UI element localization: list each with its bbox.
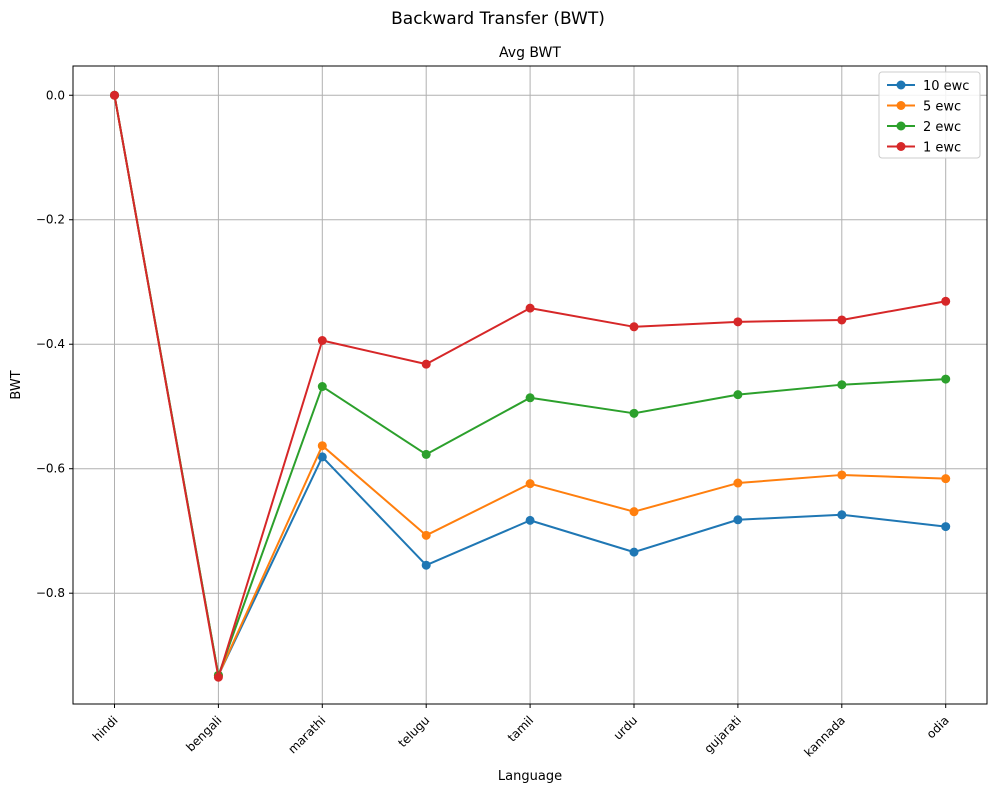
- data-point: [733, 317, 743, 327]
- data-point: [941, 296, 951, 306]
- y-tick-label: −0.2: [36, 213, 65, 227]
- data-point: [525, 515, 535, 525]
- legend-entry: 5 ewc: [887, 100, 961, 115]
- legend-label: 2 ewc: [923, 120, 961, 135]
- y-tick-label: 0.0: [46, 88, 65, 102]
- x-tick-label: kannada: [802, 713, 848, 759]
- y-tick-label: −0.4: [36, 337, 65, 351]
- x-tick-label: telugu: [395, 713, 432, 750]
- data-point: [837, 315, 847, 325]
- legend-label: 5 ewc: [923, 100, 961, 115]
- legend-label: 10 ewc: [923, 79, 969, 94]
- data-point: [110, 90, 119, 100]
- x-tick-label: hindi: [90, 713, 121, 744]
- data-point: [317, 452, 327, 462]
- data-point: [213, 672, 223, 682]
- data-point: [629, 408, 639, 418]
- data-point: [317, 382, 327, 392]
- y-tick-label: −0.6: [36, 462, 65, 476]
- data-point: [629, 547, 639, 557]
- axes-title: Avg BWT: [499, 45, 561, 61]
- grid-lines: [73, 66, 987, 704]
- data-point: [629, 507, 639, 517]
- data-point: [421, 560, 431, 570]
- y-tick-label: −0.8: [36, 586, 65, 600]
- data-point: [941, 374, 951, 384]
- x-ticks: hindi bengali marathi telugu tamil urdu gujara…: [90, 704, 952, 760]
- data-point: [421, 530, 431, 540]
- data-point: [421, 359, 431, 369]
- legend-marker: [896, 101, 906, 110]
- data-point: [837, 470, 847, 480]
- legend-box: [878, 71, 981, 159]
- legend: 10 ewc 5 ewc 2 ewc 1 ewc: [878, 71, 981, 159]
- data-point: [733, 515, 743, 525]
- figure-suptitle: Backward Transfer (BWT): [391, 9, 605, 29]
- x-tick-label: marathi: [285, 713, 328, 756]
- x-tick-label: urdu: [611, 713, 640, 742]
- data-point: [733, 390, 743, 400]
- x-axis-label: Language: [498, 769, 562, 784]
- data-point: [837, 510, 847, 520]
- x-tick-label: odia: [924, 713, 952, 741]
- legend-label: 1 ewc: [923, 141, 961, 156]
- x-tick-label: bengali: [183, 713, 224, 754]
- data-point: [629, 322, 639, 332]
- data-point: [421, 449, 431, 459]
- data-point: [525, 479, 535, 489]
- y-ticks: 0.0 −0.2 −0.4 −0.6 −0.8: [36, 88, 73, 600]
- data-point: [317, 441, 327, 451]
- data-point: [837, 380, 847, 390]
- legend-entry: 10 ewc: [887, 79, 969, 94]
- data-point: [941, 474, 951, 484]
- series-1-ewc: [110, 90, 951, 682]
- data-point: [525, 303, 535, 313]
- series-layer: [110, 90, 951, 682]
- legend-entry: 1 ewc: [887, 141, 961, 156]
- legend-marker: [896, 142, 906, 151]
- data-point: [733, 478, 743, 488]
- legend-entry: 2 ewc: [887, 120, 961, 135]
- data-point: [941, 522, 951, 532]
- data-point: [317, 335, 327, 345]
- x-tick-label: gujarati: [701, 713, 744, 756]
- x-tick-label: tamil: [505, 713, 536, 744]
- legend-marker: [896, 80, 906, 90]
- legend-marker: [896, 121, 906, 131]
- data-point: [525, 393, 535, 403]
- y-axis-label: BWT: [9, 370, 24, 399]
